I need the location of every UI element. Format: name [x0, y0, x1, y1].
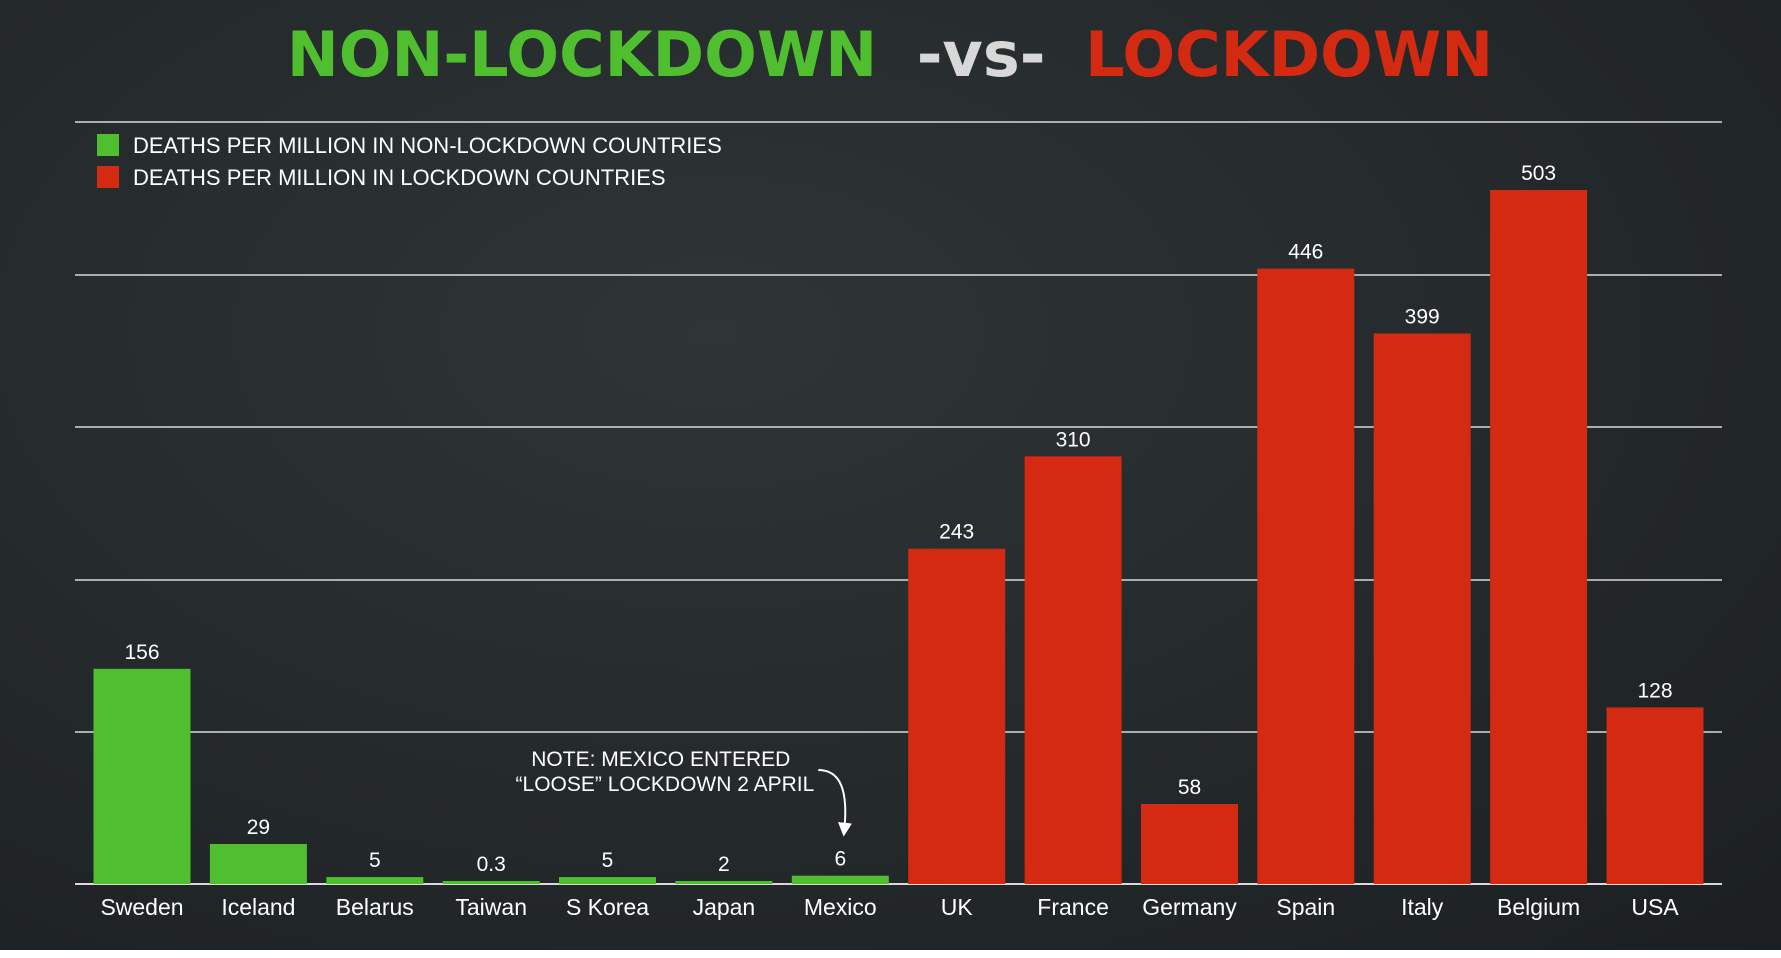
category-label-iceland: Iceland: [221, 894, 295, 920]
legend-label-lockdown: DEATHS PER MILLION IN LOCKDOWN COUNTRIES: [133, 165, 666, 190]
category-label-france: France: [1037, 894, 1109, 920]
bar-italy: [1373, 333, 1471, 884]
category-label-italy: Italy: [1401, 894, 1444, 920]
bar-japan: [675, 881, 773, 884]
legend-swatch-lockdown: [97, 166, 119, 188]
bars: [93, 190, 1704, 885]
value-label-france: 310: [1056, 428, 1091, 451]
category-labels: Sweden Iceland Belarus Taiwan S Korea Japan Me…: [100, 894, 1679, 920]
legend-label-non-lockdown: DEATHS PER MILLION IN NON-LOCKDOWN COUNT…: [133, 133, 722, 158]
value-label-sweden: 156: [124, 641, 159, 664]
legend-swatch-non-lockdown: [97, 134, 119, 156]
title-non-lockdown: NON-LOCKDOWN: [287, 18, 877, 91]
bar-taiwan: [442, 881, 540, 884]
value-label-iceland: 29: [247, 816, 270, 839]
mexico-note: NOTE: MEXICO ENTERED “LOOSE” LOCKDOWN 2 …: [516, 748, 852, 837]
bar-france: [1024, 456, 1122, 884]
category-label-sweden: Sweden: [100, 894, 183, 920]
value-labels: 156 29 5 0.3 5 2 6 243 310 58 446 399 503 128: [124, 162, 1672, 876]
title-vs: -vs-: [917, 18, 1046, 91]
bar-iceland: [209, 844, 307, 884]
value-label-japan: 2: [718, 853, 730, 876]
bar-sweden: [93, 668, 191, 884]
category-label-usa: USA: [1631, 894, 1679, 920]
note-arrow: [818, 769, 852, 837]
value-label-belgium: 503: [1521, 162, 1556, 185]
value-label-belarus: 5: [369, 849, 381, 872]
value-label-germany: 58: [1178, 776, 1201, 799]
category-label-uk: UK: [941, 894, 974, 920]
chart-title: NON-LOCKDOWN -vs- LOCKDOWN: [287, 18, 1493, 91]
gridlines: [75, 121, 1722, 885]
bar-mexico: [791, 875, 889, 884]
category-label-japan: Japan: [693, 894, 756, 920]
category-label-taiwan: Taiwan: [455, 894, 527, 920]
bar-uk: [908, 548, 1006, 884]
value-label-s-korea: 5: [602, 849, 614, 872]
bar-s-korea: [559, 877, 656, 884]
legend: DEATHS PER MILLION IN NON-LOCKDOWN COUNT…: [97, 133, 722, 190]
bar-usa: [1606, 707, 1704, 884]
category-label-germany: Germany: [1142, 894, 1237, 920]
bar-belarus: [326, 877, 424, 884]
title-lockdown: LOCKDOWN: [1085, 18, 1493, 91]
value-label-italy: 399: [1405, 306, 1440, 329]
note-line-1: NOTE: MEXICO ENTERED: [531, 748, 790, 771]
value-label-usa: 128: [1637, 679, 1672, 702]
bar-spain: [1257, 268, 1355, 885]
value-label-spain: 446: [1288, 241, 1323, 264]
note-line-2: “LOOSE” LOCKDOWN 2 APRIL: [516, 773, 815, 796]
value-label-mexico: 6: [834, 848, 846, 871]
bar-belgium: [1490, 190, 1588, 884]
value-label-uk: 243: [939, 521, 974, 544]
category-label-mexico: Mexico: [804, 894, 877, 920]
category-label-belgium: Belgium: [1497, 894, 1580, 920]
bar-germany: [1141, 804, 1238, 884]
category-label-belarus: Belarus: [336, 894, 414, 920]
category-label-spain: Spain: [1276, 894, 1335, 920]
value-label-taiwan: 0.3: [477, 853, 506, 876]
category-label-s-korea: S Korea: [566, 894, 649, 920]
